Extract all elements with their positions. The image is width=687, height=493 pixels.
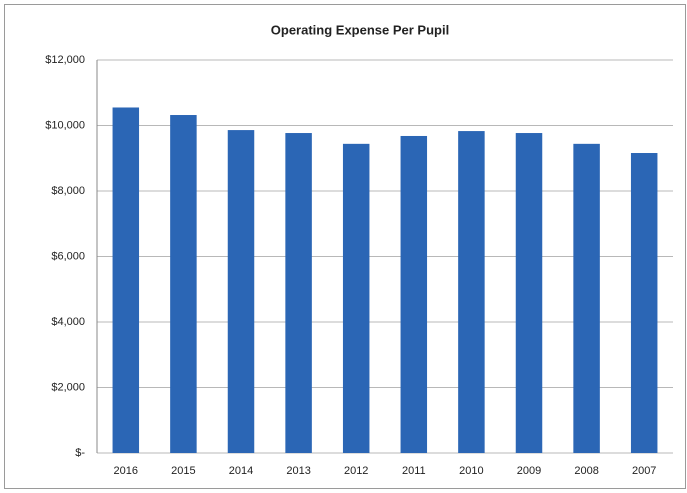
bar (112, 107, 140, 454)
bar (458, 131, 485, 453)
bar (227, 130, 255, 453)
bar (630, 153, 658, 453)
x-tick-label: 2008 (574, 465, 598, 477)
y-tick-label: $- (75, 447, 85, 459)
y-tick-label: $8,000 (51, 185, 85, 197)
x-tick-label: 2012 (344, 465, 368, 477)
bar (342, 143, 370, 453)
x-tick-label: 2007 (632, 465, 656, 477)
bar (400, 135, 428, 454)
x-tick-label: 2011 (402, 465, 426, 477)
bar (515, 133, 543, 453)
y-tick-label: $2,000 (51, 381, 85, 393)
x-tick-label: 2016 (114, 465, 138, 477)
y-tick-label: $10,000 (45, 119, 85, 131)
x-tick-label: 2014 (229, 465, 253, 477)
y-tick-label: $4,000 (51, 316, 85, 328)
bar (285, 133, 312, 453)
y-tick-label: $6,000 (51, 250, 85, 262)
chart-title: Operating Expense Per Pupil (271, 22, 449, 37)
x-tick-label: 2009 (517, 465, 541, 477)
bar (170, 115, 197, 454)
x-tick-label: 2010 (459, 465, 483, 477)
x-tick-label: 2015 (171, 465, 195, 477)
bar (573, 143, 600, 453)
y-tick-label: $12,000 (45, 54, 85, 66)
x-tick-label: 2013 (286, 465, 310, 477)
